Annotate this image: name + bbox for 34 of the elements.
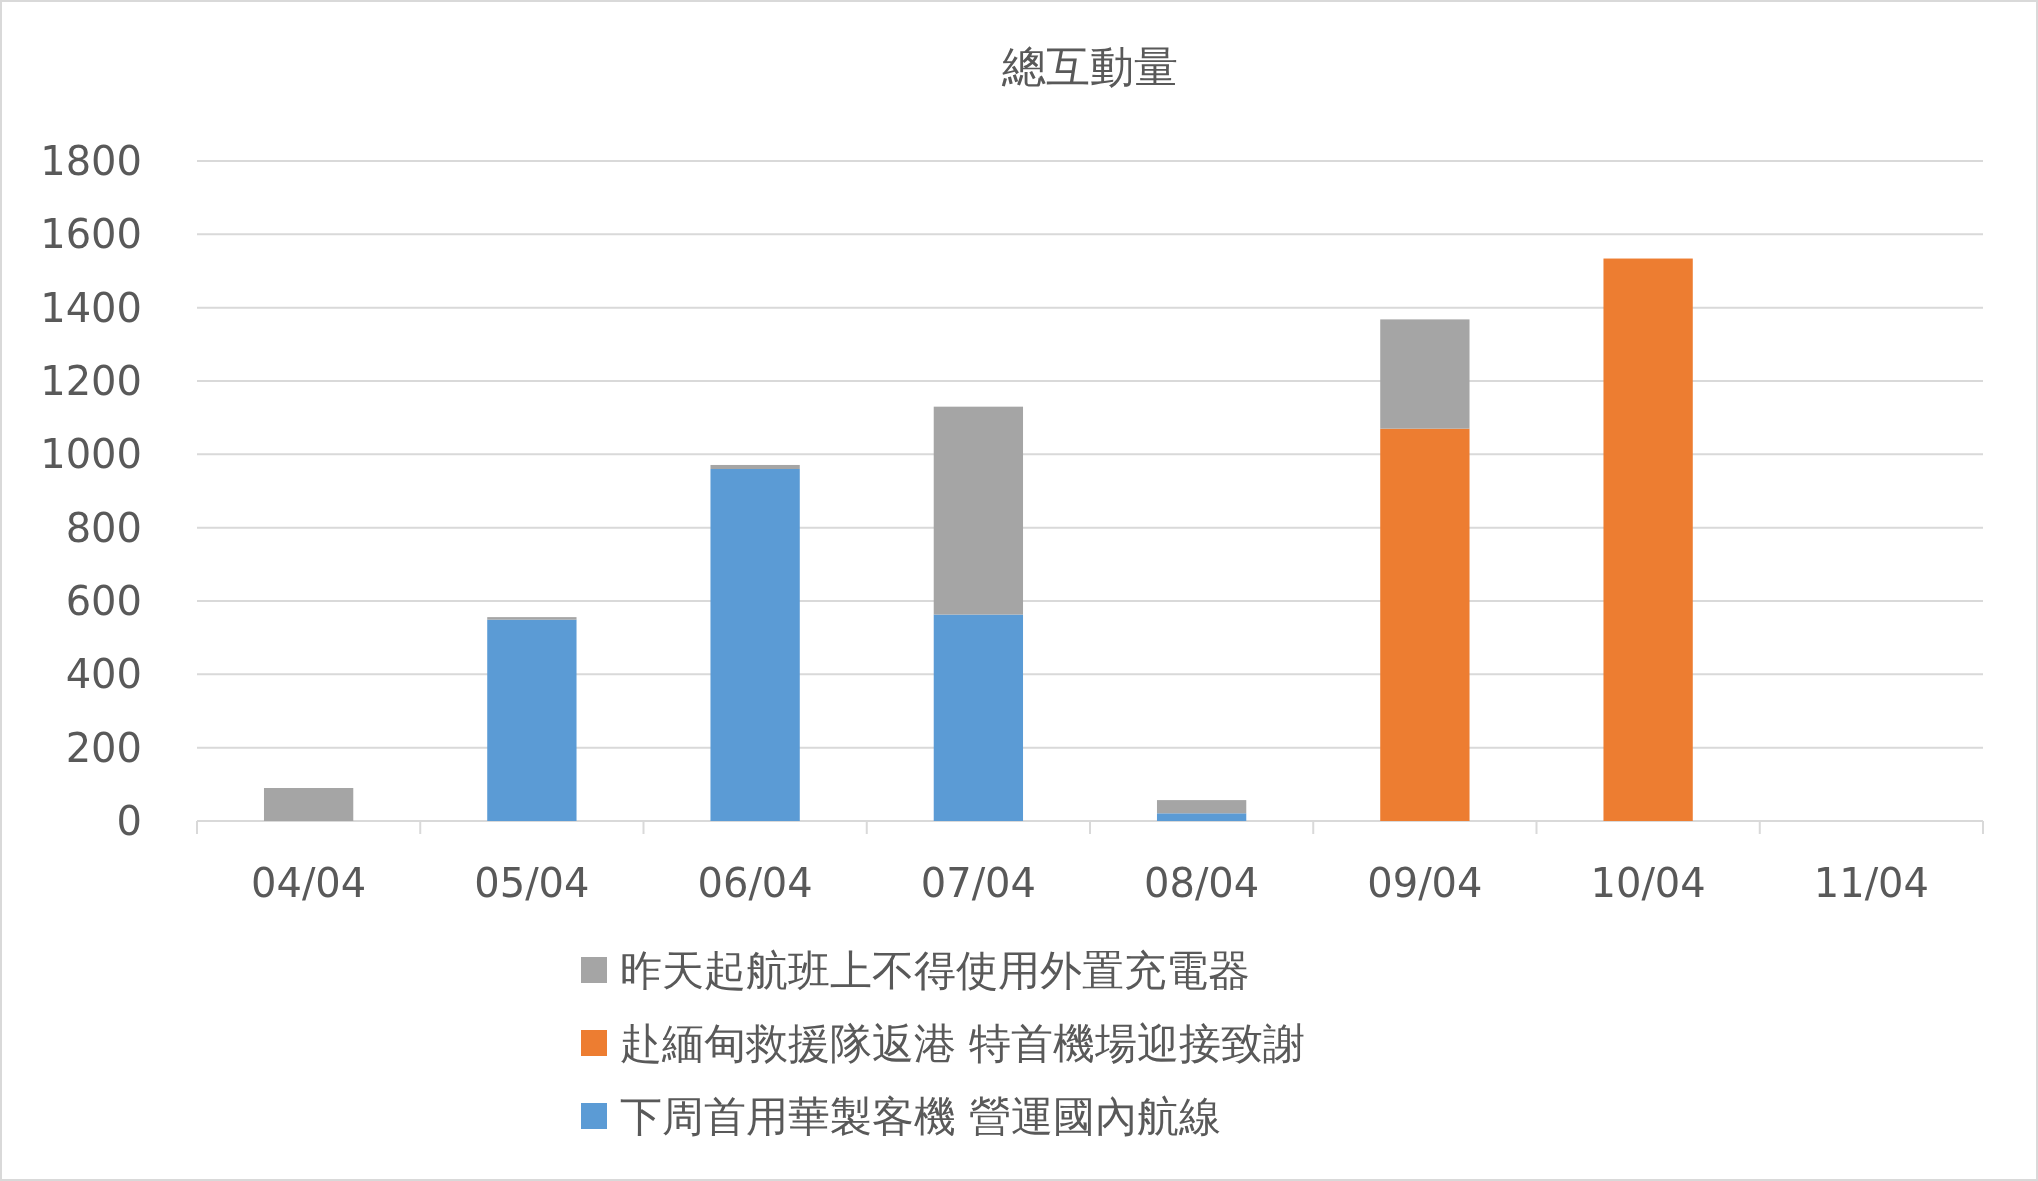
legend-label: 赴緬甸救援隊返港 特首機場迎接致謝 bbox=[620, 1019, 1306, 1068]
y-tick-label: 1600 bbox=[40, 211, 142, 258]
y-tick-label: 400 bbox=[65, 651, 142, 698]
bar bbox=[263, 788, 354, 821]
y-tick-label: 1000 bbox=[40, 431, 142, 478]
legend-label: 昨天起航班上不得使用外置充電器 bbox=[620, 946, 1250, 995]
y-tick-label: 1200 bbox=[40, 358, 142, 404]
bar bbox=[1380, 428, 1470, 821]
bar bbox=[933, 614, 1024, 821]
x-tick-label: 10/04 bbox=[1590, 860, 1706, 906]
x-tick-label: 07/04 bbox=[920, 860, 1037, 906]
x-tick-label: 08/04 bbox=[1143, 860, 1260, 906]
y-tick-label: 0 bbox=[116, 798, 142, 844]
bar bbox=[1156, 813, 1247, 821]
x-tick-label: 05/04 bbox=[474, 860, 590, 906]
x-tick-label: 11/04 bbox=[1813, 860, 1930, 906]
y-tick-label: 600 bbox=[65, 578, 142, 624]
chart-title: 總互動量 bbox=[1001, 41, 1178, 92]
bar bbox=[1603, 258, 1693, 821]
bar bbox=[710, 469, 800, 821]
bar bbox=[933, 406, 1024, 615]
bar bbox=[487, 617, 577, 620]
legend-label: 下周首用華製客機 營運國內航線 bbox=[620, 1092, 1222, 1141]
y-tick-label: 200 bbox=[65, 724, 142, 771]
bar bbox=[710, 464, 800, 469]
y-tick-label: 800 bbox=[65, 504, 142, 551]
y-tick-label: 1800 bbox=[40, 138, 142, 184]
bar bbox=[1380, 319, 1470, 429]
x-tick-label: 04/04 bbox=[250, 860, 367, 906]
bar bbox=[1156, 800, 1247, 814]
bar bbox=[487, 619, 577, 821]
x-tick-label: 09/04 bbox=[1367, 860, 1483, 906]
x-tick-label: 06/04 bbox=[697, 860, 813, 906]
y-tick-label: 1400 bbox=[40, 284, 142, 331]
